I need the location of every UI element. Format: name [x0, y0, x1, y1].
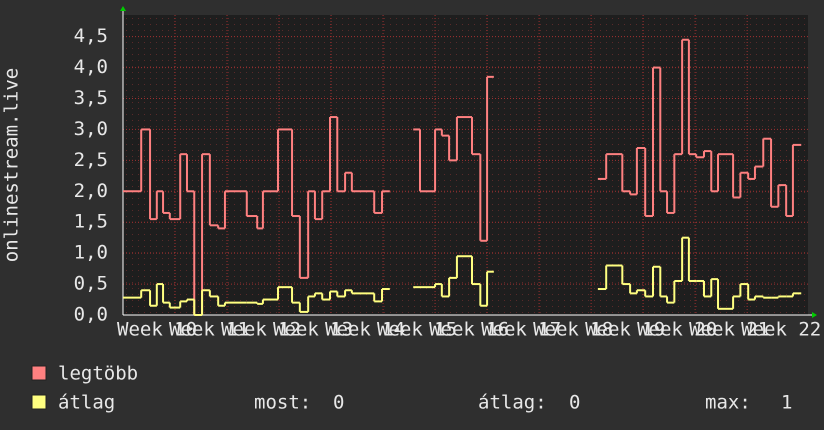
y-tick-label: 2,5 [74, 149, 108, 171]
x-tick-label: Week 12 [221, 319, 301, 341]
y-tick-label: 0,5 [74, 273, 108, 295]
axis-arrow [120, 6, 126, 11]
x-tick-label: Week 22 [741, 319, 821, 341]
x-tick-label: Week 19 [585, 319, 665, 341]
x-tick-label: Week 17 [481, 319, 561, 341]
x-tick-label: Week 20 [637, 319, 717, 341]
legend-swatch [31, 365, 47, 381]
legend-label: átlag [58, 392, 115, 414]
y-tick-label: 2,0 [74, 180, 108, 202]
y-tick-label: 1,0 [74, 242, 108, 264]
x-tick-label: Week 10 [117, 319, 197, 341]
y-tick-label: 3,5 [74, 87, 108, 109]
y-tick-label: 3,0 [74, 118, 108, 140]
x-tick-label: Week 16 [429, 319, 509, 341]
x-tick-label: Week 15 [377, 319, 457, 341]
axis-arrow [812, 312, 817, 318]
legend-label: legtöbb [58, 363, 138, 385]
stat-value: 1 [781, 392, 792, 414]
stat-value: 0 [333, 392, 344, 414]
y-tick-label: 1,5 [74, 211, 108, 233]
stat-label: max: [705, 392, 751, 414]
x-tick-label: Week 18 [533, 319, 613, 341]
y-tick-label: 4,0 [74, 56, 108, 78]
x-tick-label: Week 21 [689, 319, 769, 341]
stat-value: 0 [569, 392, 580, 414]
minor-grid [123, 15, 808, 315]
stat-label: most: [254, 392, 311, 414]
legend-swatch [31, 394, 47, 410]
x-tick-label: Week 14 [325, 319, 405, 341]
y-tick-label: 0,0 [74, 304, 108, 326]
stat-label: átlag: [478, 392, 547, 414]
x-tick-label: Week 13 [273, 319, 353, 341]
y-axis-label: onlinestream.live [1, 68, 23, 262]
x-tick-label: Week 11 [169, 319, 249, 341]
y-tick-label: 4,5 [74, 25, 108, 47]
